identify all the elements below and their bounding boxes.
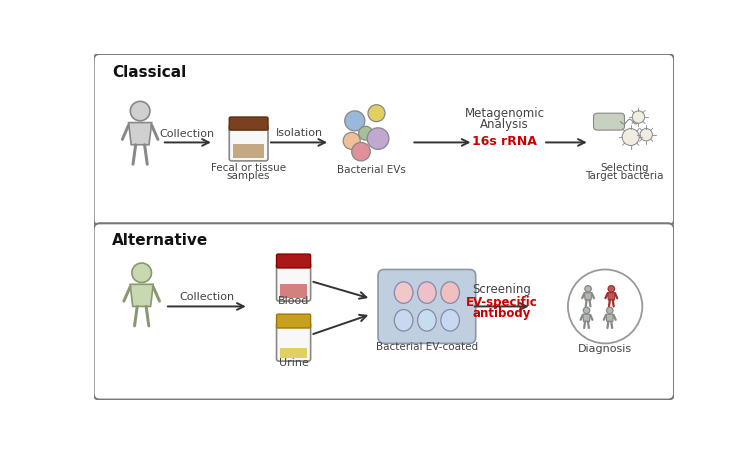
FancyBboxPatch shape bbox=[94, 54, 674, 225]
Circle shape bbox=[622, 128, 639, 145]
FancyBboxPatch shape bbox=[593, 113, 625, 130]
Polygon shape bbox=[584, 293, 592, 300]
FancyBboxPatch shape bbox=[378, 269, 476, 343]
Polygon shape bbox=[583, 314, 590, 321]
Text: Alternative: Alternative bbox=[112, 233, 208, 248]
Bar bbox=[280, 284, 307, 298]
Circle shape bbox=[607, 307, 613, 314]
FancyBboxPatch shape bbox=[276, 323, 311, 361]
Text: Diagnosis: Diagnosis bbox=[578, 344, 632, 354]
FancyBboxPatch shape bbox=[229, 117, 268, 130]
Polygon shape bbox=[130, 284, 154, 306]
Ellipse shape bbox=[418, 309, 436, 331]
FancyBboxPatch shape bbox=[94, 223, 674, 400]
Text: Blood: Blood bbox=[278, 296, 309, 306]
FancyBboxPatch shape bbox=[276, 314, 311, 328]
Ellipse shape bbox=[394, 309, 413, 331]
Text: Urine: Urine bbox=[279, 358, 309, 368]
Text: Collection: Collection bbox=[160, 129, 215, 139]
Circle shape bbox=[608, 286, 615, 292]
Circle shape bbox=[132, 263, 151, 282]
Ellipse shape bbox=[367, 128, 389, 150]
Text: Isolation: Isolation bbox=[276, 128, 323, 138]
Ellipse shape bbox=[441, 282, 459, 304]
Text: Screening: Screening bbox=[473, 282, 532, 295]
Bar bbox=[280, 348, 307, 358]
Text: Bacterial EVs: Bacterial EVs bbox=[336, 165, 405, 175]
Circle shape bbox=[585, 286, 591, 292]
FancyBboxPatch shape bbox=[229, 125, 268, 161]
Text: antibody: antibody bbox=[473, 307, 531, 320]
Polygon shape bbox=[606, 314, 613, 321]
FancyBboxPatch shape bbox=[276, 263, 311, 301]
Circle shape bbox=[632, 111, 645, 123]
Polygon shape bbox=[129, 123, 152, 145]
Ellipse shape bbox=[394, 282, 413, 304]
Ellipse shape bbox=[441, 309, 459, 331]
Circle shape bbox=[640, 128, 652, 141]
Text: Analysis: Analysis bbox=[480, 118, 529, 131]
Ellipse shape bbox=[352, 142, 370, 161]
Ellipse shape bbox=[368, 105, 385, 122]
Bar bbox=[233, 144, 264, 158]
Ellipse shape bbox=[359, 126, 372, 140]
Ellipse shape bbox=[343, 132, 360, 150]
Text: Classical: Classical bbox=[112, 65, 187, 80]
Text: Fecal or tissue: Fecal or tissue bbox=[211, 163, 286, 173]
Ellipse shape bbox=[345, 111, 365, 131]
FancyBboxPatch shape bbox=[276, 254, 311, 268]
Circle shape bbox=[130, 101, 150, 121]
Text: Metagenomic: Metagenomic bbox=[464, 107, 545, 120]
Circle shape bbox=[583, 307, 589, 314]
Text: Collection: Collection bbox=[179, 292, 234, 302]
Circle shape bbox=[568, 269, 643, 343]
Polygon shape bbox=[607, 293, 615, 300]
Text: Target bacteria: Target bacteria bbox=[585, 172, 664, 181]
Text: Bacterial EV-coated: Bacterial EV-coated bbox=[376, 342, 478, 352]
Text: Selecting: Selecting bbox=[600, 163, 649, 173]
Ellipse shape bbox=[418, 282, 436, 304]
Text: samples: samples bbox=[227, 172, 270, 181]
Text: 16s rRNA: 16s rRNA bbox=[472, 135, 537, 148]
Text: EV-specific: EV-specific bbox=[466, 296, 538, 309]
